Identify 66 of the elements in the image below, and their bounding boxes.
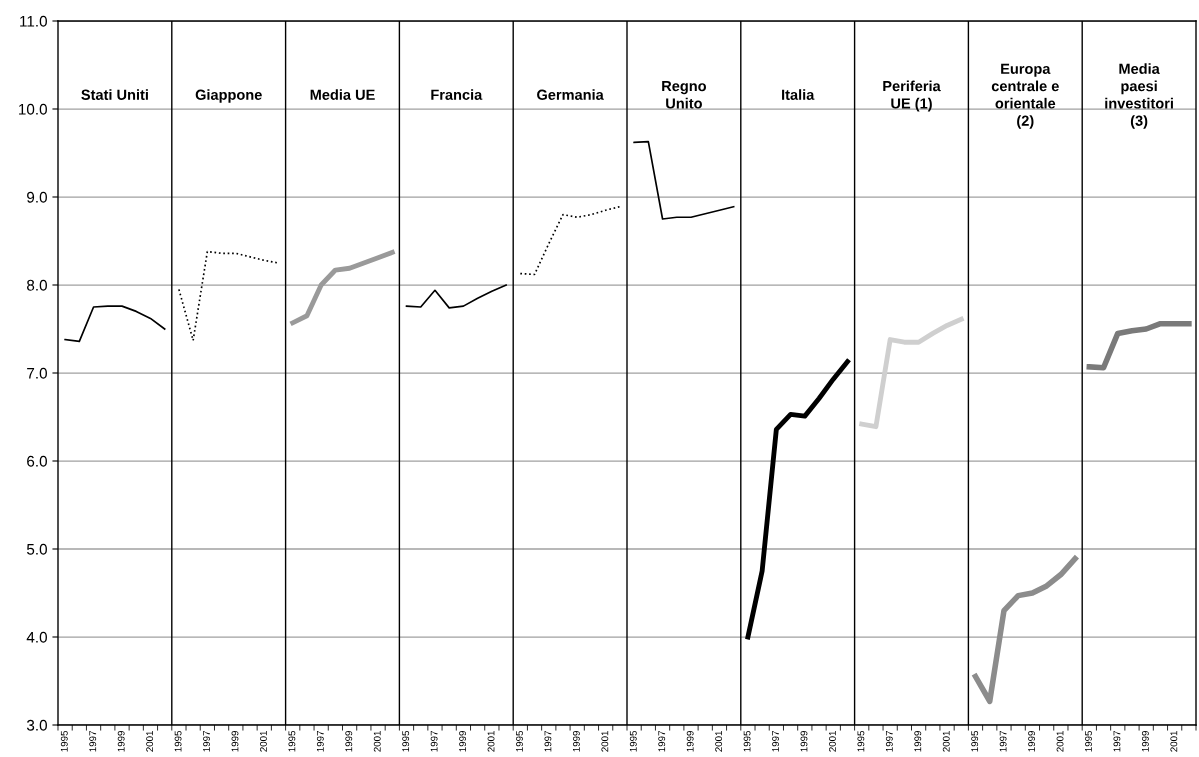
line-series [745,359,850,640]
y-tick-label: 11.0 [20,15,47,27]
annotation: Periferia UE (1) [883,80,941,112]
annotation: Media paesi investitori (3) [1105,63,1173,129]
x-tick-label: 1999 [686,731,694,752]
x-tick-label: 2001 [487,731,495,752]
x-tick-label: 1997 [89,731,97,752]
x-tick-label: 2001 [1170,731,1178,752]
x-tick-label: 2001 [373,731,381,752]
annotation: Europa centrale e orientale (2) [991,63,1059,129]
x-tick-label: 2001 [1056,731,1064,752]
x-tick-label: 1999 [117,731,125,752]
x-tick-label: 1995 [857,730,865,752]
annotation: Giappone [195,89,262,103]
line-series [633,140,735,220]
annotation: Regno Unito [662,81,707,109]
y-tick-label: 7.0 [27,367,47,379]
y-tick-label: 6.0 [27,455,47,467]
annotation: Stati Uniti [81,89,148,100]
x-tick-label: 1995 [516,730,523,752]
x-tick-label: 1999 [459,731,467,752]
x-tick-label: 1997 [885,731,893,752]
annotation: Francia [431,89,483,100]
x-tick-label: 2001 [942,731,950,752]
x-tick-label: 1997 [316,731,324,752]
x-tick-label: 1997 [999,731,1007,752]
y-tick-label: 3.0 [26,719,47,731]
y-tick-label: 9.0 [27,191,47,203]
x-tick-label: 1995 [629,730,637,752]
x-tick-label: 1999 [800,731,808,752]
y-tick-label: 4.0 [26,631,47,643]
x-tick-label: 1995 [971,730,979,752]
line-series [859,316,964,430]
x-tick-label: 1997 [658,731,666,752]
x-tick-label: 1997 [1113,731,1121,752]
y-tick-label: 5.0 [26,543,47,555]
x-tick-label: 1999 [1028,731,1036,752]
x-tick-label: 1995 [402,730,410,752]
x-tick-label: 1999 [914,731,922,752]
x-tick-label: 1999 [231,731,239,752]
x-tick-label: 1999 [1141,731,1149,752]
y-tick-label: 8.0 [27,279,47,291]
x-tick-label: 1995 [174,730,182,752]
line-series [405,284,507,309]
x-tick-label: 1995 [1085,730,1092,752]
x-tick-label: 1999 [572,731,580,752]
x-tick-label: 1997 [203,731,210,752]
annotation: Italia [782,89,815,100]
x-tick-label: 1995 [60,730,68,752]
x-tick-label: 2001 [828,731,836,752]
annotation: Germania [537,89,604,100]
x-tick-label: 2001 [601,731,609,752]
x-tick-label: 1997 [544,731,552,752]
x-tick-label: 2001 [715,731,723,752]
line-series [519,205,621,276]
x-tick-label: 2001 [259,731,267,752]
x-tick-label: 1997 [772,731,779,752]
line-series [64,305,166,343]
y-tick-label: 10.0 [19,103,47,115]
x-tick-label: 1997 [430,731,438,752]
line-series [178,250,280,342]
x-tick-label: 1995 [288,730,296,752]
x-tick-label: 1995 [743,730,751,752]
annotation: Media UE [310,89,375,100]
x-tick-label: 2001 [146,731,154,752]
x-tick-label: 1999 [345,731,353,752]
